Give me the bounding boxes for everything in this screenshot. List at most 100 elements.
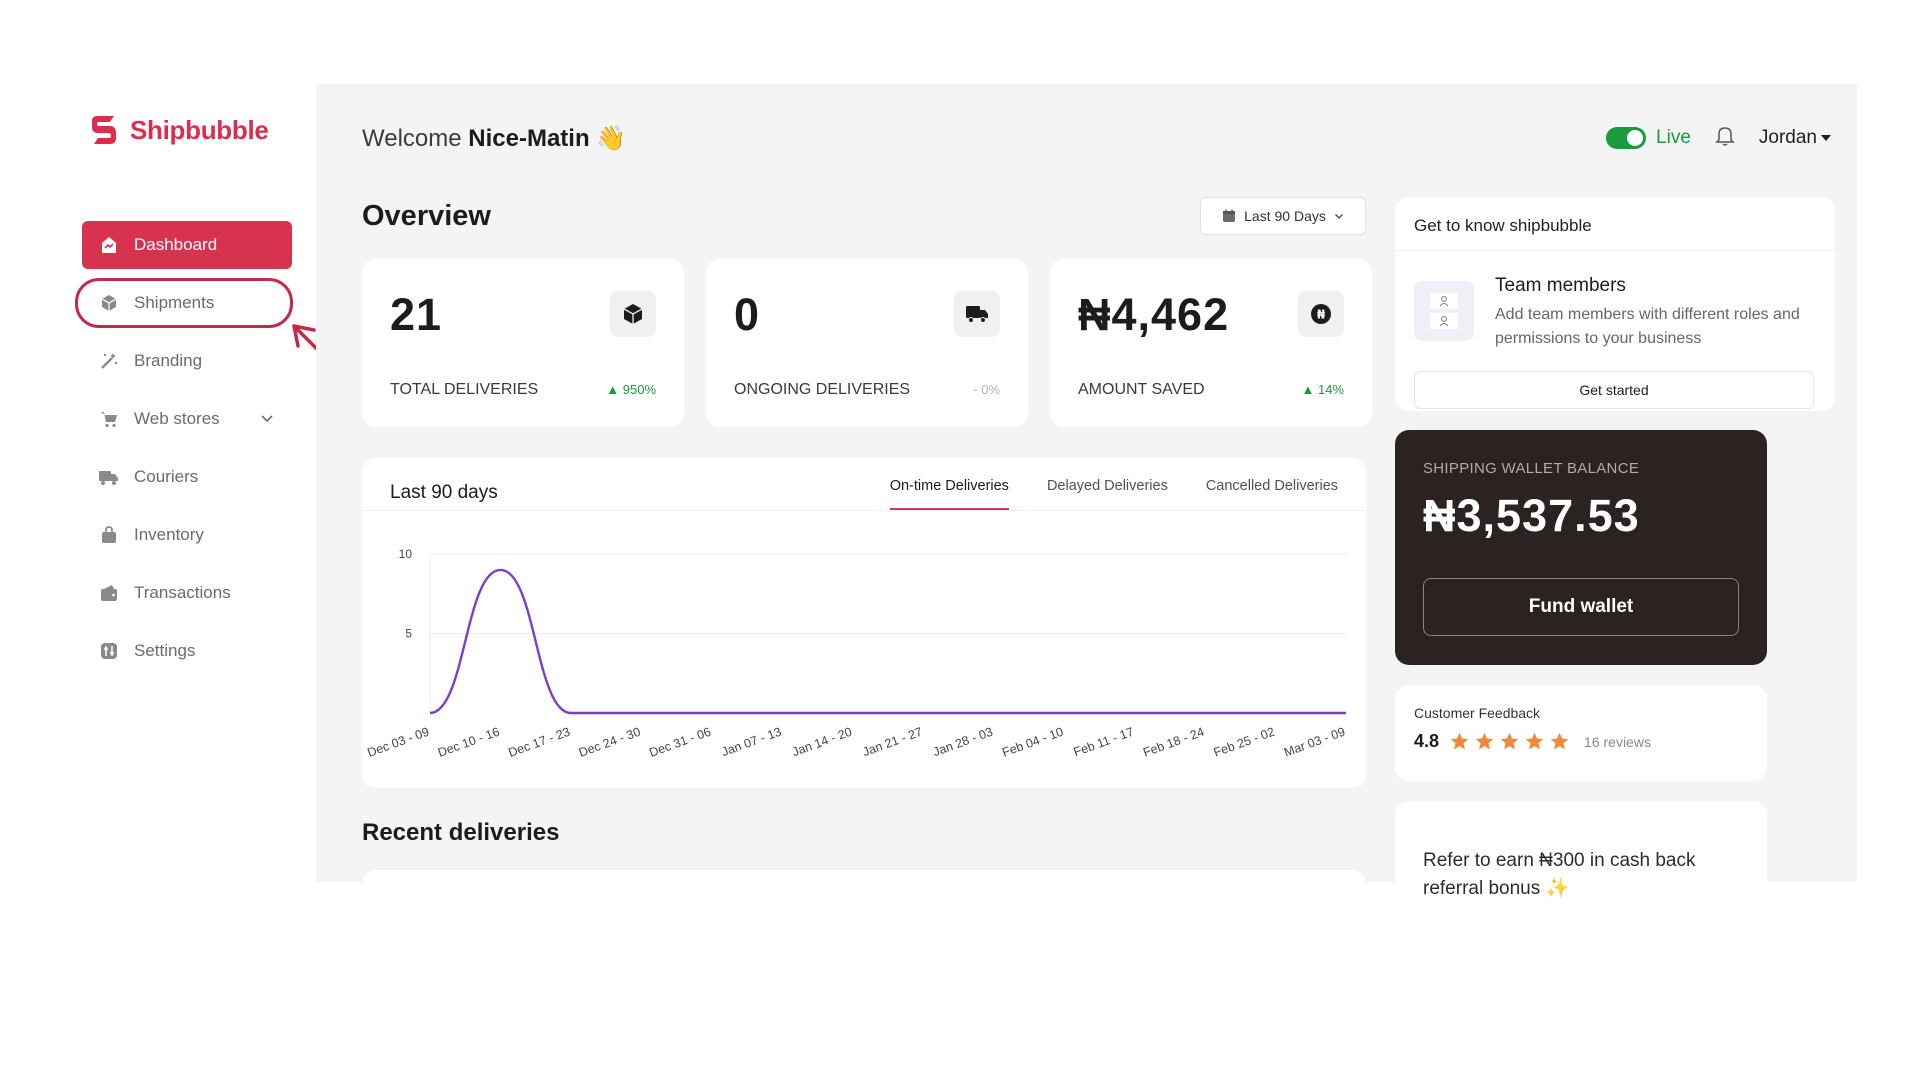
- brand-name: Shipbubble: [130, 114, 269, 145]
- team-members-description: Add team members with different roles an…: [1495, 306, 1800, 347]
- sidebar-item-web-stores[interactable]: Web stores: [82, 395, 292, 443]
- stat-card-total-deliveries[interactable]: 21 TOTAL DELIVERIES ▲ 950%: [362, 259, 684, 427]
- wallet-icon: [98, 582, 120, 604]
- sidebar-item-branding[interactable]: Branding: [82, 337, 292, 385]
- top-bar-actions: Live Jordan: [1606, 125, 1831, 152]
- sidebar-item-label: Couriers: [134, 467, 199, 486]
- wallet-balance: ₦3,537.53: [1423, 490, 1640, 541]
- chevron-down-icon[interactable]: [260, 410, 274, 430]
- toggle-switch[interactable]: [1606, 127, 1647, 149]
- sidebar-item-label: Dashboard: [134, 235, 218, 254]
- chart-title: Last 90 days: [390, 482, 498, 503]
- stat-value: 21: [390, 289, 443, 340]
- sidebar-item-dashboard[interactable]: Dashboard: [82, 221, 292, 269]
- sidebar-item-couriers[interactable]: Couriers: [82, 453, 292, 501]
- team-members-title: Team members: [1495, 275, 1626, 296]
- tab-delayed-deliveries[interactable]: Delayed Deliveries: [1046, 478, 1168, 494]
- star-icon: [1450, 732, 1469, 750]
- x-tick-label: Feb 11 - 17: [1072, 725, 1136, 760]
- live-mode-toggle[interactable]: Live: [1606, 127, 1691, 149]
- feedback-title: Customer Feedback: [1414, 705, 1541, 721]
- y-tick-label: 5: [405, 627, 412, 641]
- box-icon: [98, 292, 120, 314]
- date-range-selector[interactable]: Last 90 Days: [1200, 197, 1366, 235]
- sidebar-item-shipments[interactable]: Shipments: [82, 279, 292, 327]
- shipments-highlight-ring: [75, 278, 293, 328]
- feedback-review-count[interactable]: 16 reviews: [1584, 733, 1651, 750]
- calendar-icon: [1223, 209, 1236, 222]
- y-tick-label: 10: [399, 547, 413, 561]
- sidebar-item-inventory[interactable]: Inventory: [82, 511, 292, 559]
- brand-logo[interactable]: Shipbubble: [86, 112, 269, 148]
- fund-wallet-button[interactable]: Fund wallet: [1423, 578, 1739, 636]
- x-tick-label: Jan 07 - 13: [720, 725, 784, 760]
- get-to-know-title: Get to know shipbubble: [1395, 197, 1835, 251]
- customer-feedback-card: Customer Feedback 4.8 16 reviews: [1395, 685, 1767, 781]
- shipping-wallet-card: SHIPPING WALLET BALANCE ₦3,537.53 Fund w…: [1395, 430, 1767, 665]
- star-icon: [1525, 732, 1544, 750]
- stat-change-value: 950%: [622, 382, 656, 397]
- bag-icon: [98, 524, 120, 546]
- x-tick-label: Dec 31 - 06: [647, 725, 713, 760]
- x-tick-label: Jan 21 - 27: [861, 725, 925, 760]
- stat-card-amount-saved[interactable]: ₦4,462 ₦ AMOUNT SAVED ▲ 14%: [1050, 259, 1372, 427]
- feedback-score: 4.8: [1414, 731, 1440, 751]
- settings-icon: [98, 640, 120, 662]
- sidebar-item-label: Transactions: [134, 583, 231, 602]
- sidebar-item-transactions[interactable]: Transactions: [82, 569, 292, 617]
- x-tick-label: Jan 14 - 20: [790, 725, 854, 760]
- cart-icon: [98, 408, 120, 430]
- sidebar: Shipbubble Dashboard Shipments Branding …: [0, 84, 316, 882]
- x-tick-label: Dec 10 - 16: [436, 725, 502, 760]
- overview-title: Overview: [362, 200, 491, 232]
- tab-on-time-deliveries[interactable]: On-time Deliveries: [889, 478, 1009, 510]
- live-label: Live: [1656, 127, 1691, 148]
- x-tick-label: Dec 24 - 30: [577, 725, 643, 760]
- x-tick-label: Feb 18 - 24: [1141, 725, 1206, 760]
- naira-coin-icon: ₦: [1298, 291, 1344, 337]
- bell-icon[interactable]: [1715, 125, 1735, 152]
- chevron-down-icon: [1334, 214, 1343, 219]
- top-bar: Welcome Nice-Matin 👋 Live Jordan: [362, 118, 1831, 158]
- wave-icon: 👋: [596, 124, 627, 152]
- wallet-label: SHIPPING WALLET BALANCE: [1423, 460, 1640, 477]
- stat-change: ▲ 14%: [1301, 382, 1344, 397]
- tab-cancelled-deliveries[interactable]: Cancelled Deliveries: [1205, 478, 1338, 494]
- recent-deliveries-title: Recent deliveries: [362, 819, 560, 846]
- dashboard-icon: [98, 234, 120, 256]
- feedback-rating-row: 4.8 16 reviews: [1414, 731, 1651, 752]
- stat-label: ONGOING DELIVERIES: [734, 381, 911, 398]
- sidebar-item-label: Inventory: [134, 525, 204, 544]
- stat-change: ▲ 950%: [606, 382, 656, 397]
- main-content: Welcome Nice-Matin 👋 Live Jordan Overvie…: [316, 84, 1857, 910]
- sidebar-item-label: Branding: [134, 351, 203, 370]
- referral-card[interactable]: Refer to earn ₦300 in cash back referral…: [1395, 801, 1767, 901]
- account-name: Jordan: [1758, 127, 1817, 148]
- x-tick-label: Jan 28 - 03: [931, 725, 995, 760]
- star-icon: [1500, 732, 1519, 750]
- team-members-icon: [1414, 281, 1474, 341]
- sidebar-item-label: Settings: [134, 641, 196, 660]
- x-tick-label: Feb 04 - 10: [1000, 725, 1065, 760]
- sidebar-item-settings[interactable]: Settings: [82, 627, 292, 675]
- truck-icon: [98, 466, 120, 488]
- stat-value: 0: [734, 289, 761, 340]
- stat-value: ₦4,462: [1078, 289, 1230, 340]
- get-to-know-card: Get to know shipbubble Team members Add …: [1395, 197, 1835, 411]
- stat-card-ongoing-deliveries[interactable]: 0 ONGOING DELIVERIES - 0%: [706, 259, 1028, 427]
- on-time-deliveries-line: [429, 568, 1346, 715]
- magic-wand-icon: [98, 350, 120, 372]
- user-display-name: Nice-Matin: [468, 124, 590, 152]
- sidebar-item-label: Shipments: [134, 293, 215, 312]
- x-tick-label: Dec 17 - 23: [506, 725, 572, 760]
- stat-label: TOTAL DELIVERIES: [390, 381, 539, 398]
- stat-change: - 0%: [973, 382, 1000, 397]
- get-started-button[interactable]: Get started: [1414, 371, 1814, 409]
- welcome-prefix: Welcome: [362, 124, 462, 152]
- x-tick-label: Mar 03 - 09: [1282, 725, 1347, 760]
- stat-label: AMOUNT SAVED: [1078, 381, 1205, 398]
- referral-text: Refer to earn ₦300 in cash back referral…: [1423, 850, 1696, 899]
- deliveries-chart-card: Last 90 days On-time Deliveries Delayed …: [362, 458, 1366, 788]
- account-menu[interactable]: Jordan: [1759, 127, 1831, 149]
